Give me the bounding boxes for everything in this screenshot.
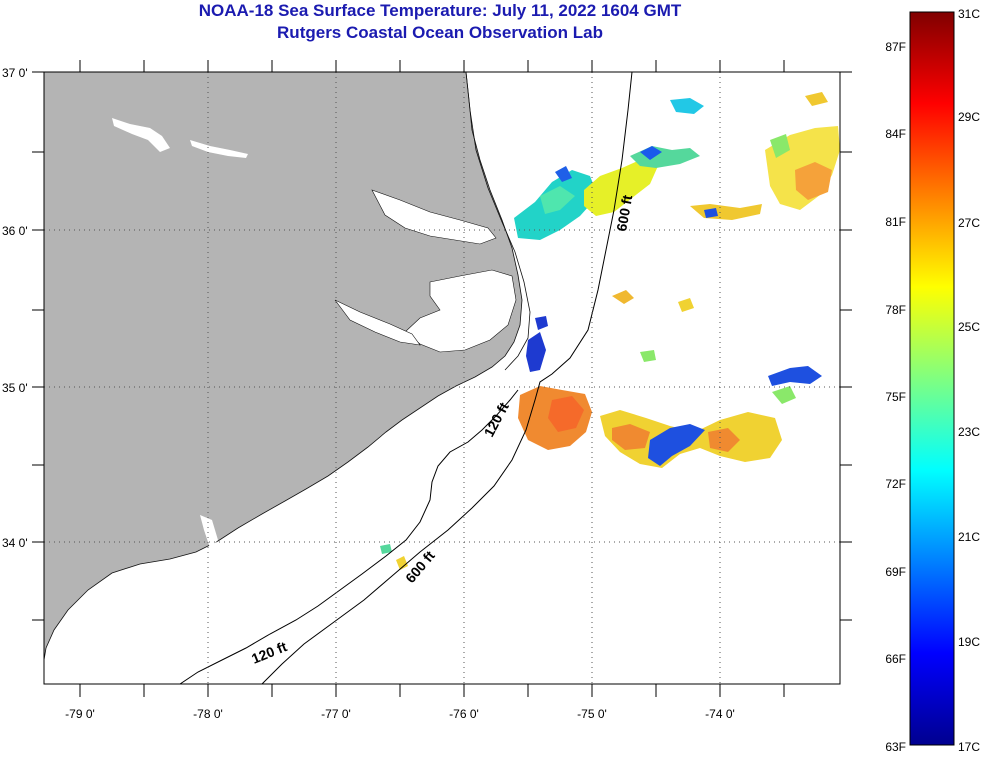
colorbar-gradient xyxy=(909,11,955,746)
map-frame xyxy=(43,71,841,685)
lon-label: -77 0' xyxy=(321,707,351,721)
fahrenheit-label: 84F xyxy=(885,127,906,141)
pamlico-sound xyxy=(404,269,517,353)
map-title: NOAA-18 Sea Surface Temperature: July 11… xyxy=(198,1,682,20)
celsius-label: 23C xyxy=(958,425,980,439)
lon-axis: -79 0' -78 0' -77 0' -76 0' -75 0' -74 0… xyxy=(65,707,735,721)
isobath-600ft xyxy=(261,72,633,684)
kerr-lake xyxy=(190,140,248,158)
fahrenheit-label: 63F xyxy=(885,740,906,754)
celsius-label: 29C xyxy=(958,110,980,124)
fahrenheit-label: 78F xyxy=(885,303,906,317)
lat-label: 34 0' xyxy=(2,536,28,550)
fahrenheit-label: 81F xyxy=(885,215,906,229)
sst-patches xyxy=(380,92,840,570)
fahrenheit-label: 72F xyxy=(885,477,906,491)
fahrenheit-label: 87F xyxy=(885,40,906,54)
neuse-river xyxy=(334,299,421,346)
lat-label: 35 0' xyxy=(2,381,28,395)
fahrenheit-label: 66F xyxy=(885,652,906,666)
celsius-label: 19C xyxy=(958,635,980,649)
axis-ticks xyxy=(32,60,852,697)
lon-label: -76 0' xyxy=(449,707,479,721)
map-title-block: NOAA-18 Sea Surface Temperature: July 11… xyxy=(0,0,880,44)
celsius-label: 31C xyxy=(958,7,980,21)
lat-label: 37 0' xyxy=(2,66,28,80)
barrier-islands xyxy=(465,72,531,371)
isobath-120ft xyxy=(179,389,519,684)
lon-label: -75 0' xyxy=(577,707,607,721)
celsius-scale: 31C 29C 27C 25C 23C 21C 19C 17C xyxy=(958,7,980,754)
fahrenheit-scale: 87F 84F 81F 78F 75F 72F 69F 66F 63F xyxy=(885,40,906,754)
lon-label: -78 0' xyxy=(193,707,223,721)
lon-label: -74 0' xyxy=(705,707,735,721)
lon-label: -79 0' xyxy=(65,707,95,721)
cape-fear-river xyxy=(200,515,218,548)
map-subtitle: Rutgers Coastal Ocean Observation Lab xyxy=(277,23,603,42)
celsius-label: 21C xyxy=(958,530,980,544)
lake-gaston xyxy=(112,118,170,152)
isobath-label-600ft: 600 ft xyxy=(613,193,635,232)
grid-lines xyxy=(44,72,840,684)
fahrenheit-label: 69F xyxy=(885,565,906,579)
celsius-label: 27C xyxy=(958,216,980,230)
fahrenheit-label: 75F xyxy=(885,390,906,404)
celsius-label: 17C xyxy=(958,740,980,754)
celsius-label: 25C xyxy=(958,320,980,334)
lat-label: 36 0' xyxy=(2,224,28,238)
lat-axis: 37 0' 36 0' 35 0' 34 0' xyxy=(2,66,28,550)
